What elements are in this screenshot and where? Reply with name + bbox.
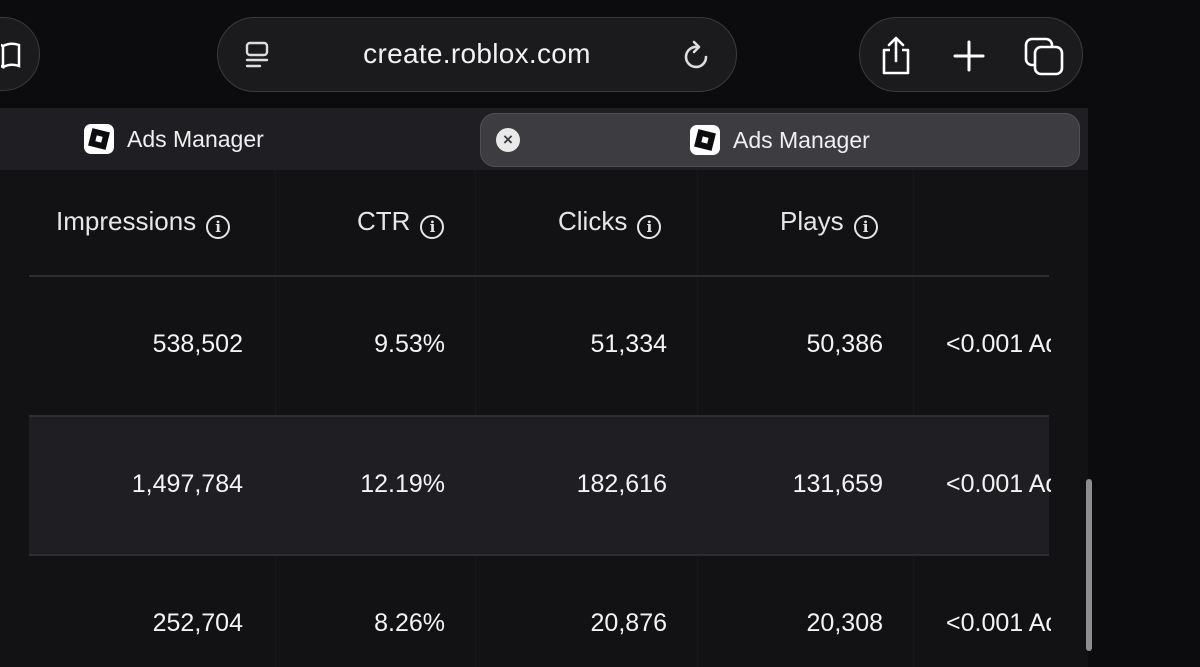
url-text[interactable]: create.roblox.com <box>363 38 591 69</box>
address-bar[interactable]: create.roblox.com <box>217 17 737 92</box>
book-icon <box>1 42 21 69</box>
tab-title: Ads Manager <box>127 126 264 152</box>
table-row[interactable]: 1,497,784 12.19% 182,616 131,659 <0.001 … <box>29 417 1051 555</box>
plus-icon[interactable] <box>952 39 986 73</box>
impressions-value: 252,704 <box>152 609 243 637</box>
tab-overview-icon[interactable] <box>1024 37 1066 77</box>
info-icon[interactable]: i <box>206 215 231 239</box>
info-icon[interactable]: i <box>420 215 445 239</box>
info-icon[interactable]: i <box>637 215 662 239</box>
reader-mode-icon[interactable] <box>244 40 272 70</box>
roblox-favicon-icon <box>690 125 720 155</box>
share-icon[interactable] <box>878 36 914 76</box>
ctr-value: 12.19% <box>360 470 445 498</box>
ctr-value: 8.26% <box>374 609 445 637</box>
page-content[interactable]: Impressions i CTR i Clicks i Plays i 538,502… <box>0 170 1088 667</box>
close-tab-icon[interactable]: × <box>496 128 520 152</box>
extra-value: <0.001 Ad <box>946 609 1051 637</box>
tab-ads-manager-active[interactable]: × Ads Manager <box>480 113 1080 167</box>
column-header-ctr[interactable]: CTR i <box>357 206 445 239</box>
table-row[interactable]: 252,704 8.26% 20,876 20,308 <0.001 Ad <box>29 556 1051 667</box>
table-header: Impressions i CTR i Clicks i Plays i <box>29 170 1049 277</box>
plays-value: 50,386 <box>806 330 883 358</box>
plays-value: 131,659 <box>792 470 883 498</box>
clicks-value: 51,334 <box>590 330 667 358</box>
column-header-impressions[interactable]: Impressions i <box>56 206 231 239</box>
roblox-favicon-icon <box>84 124 114 154</box>
bookmarks-button[interactable] <box>0 17 40 91</box>
tab-ads-manager[interactable]: Ads Manager <box>0 108 470 170</box>
reload-icon[interactable] <box>682 39 712 71</box>
window-gutter <box>1088 108 1200 667</box>
clicks-value: 20,876 <box>590 609 667 637</box>
row-divider <box>29 415 1049 417</box>
column-header-plays[interactable]: Plays i <box>780 206 878 239</box>
impressions-value: 1,497,784 <box>131 470 243 498</box>
impressions-value: 538,502 <box>152 330 243 358</box>
toolbar-actions <box>859 17 1083 92</box>
info-icon[interactable]: i <box>853 215 878 239</box>
tab-title: Ads Manager <box>733 127 870 153</box>
plays-value: 20,308 <box>806 609 883 637</box>
clicks-value: 182,616 <box>576 470 667 498</box>
row-divider <box>29 554 1049 556</box>
vertical-scrollbar[interactable] <box>1086 479 1092 651</box>
ctr-value: 9.53% <box>374 330 445 358</box>
table-row[interactable]: 538,502 9.53% 51,334 50,386 <0.001 Ad <box>29 277 1051 415</box>
column-header-clicks[interactable]: Clicks i <box>558 206 662 239</box>
extra-value: <0.001 Ad <box>946 330 1051 358</box>
browser-toolbar: create.roblox.com <box>0 0 1200 108</box>
extra-value: <0.001 Ad <box>946 470 1051 498</box>
tab-bar: Ads Manager × Ads Manager <box>0 108 1088 170</box>
